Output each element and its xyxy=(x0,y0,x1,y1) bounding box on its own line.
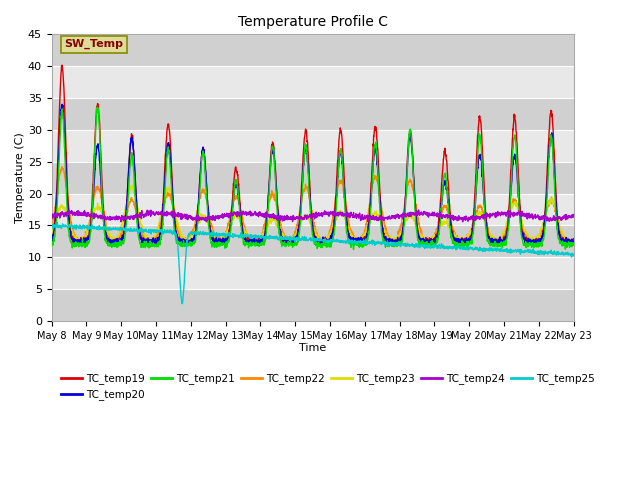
Title: Temperature Profile C: Temperature Profile C xyxy=(237,15,388,29)
Bar xyxy=(52,289,573,321)
Bar xyxy=(52,162,573,193)
Bar xyxy=(52,66,573,98)
X-axis label: Time: Time xyxy=(299,344,326,353)
Bar xyxy=(52,193,573,226)
Text: SW_Temp: SW_Temp xyxy=(65,39,124,49)
Legend: TC_temp19, TC_temp20, TC_temp21, TC_temp22, TC_temp23, TC_temp24, TC_temp25: TC_temp19, TC_temp20, TC_temp21, TC_temp… xyxy=(57,369,599,405)
Bar xyxy=(52,257,573,289)
Bar xyxy=(52,98,573,130)
Bar xyxy=(52,35,573,66)
Y-axis label: Temperature (C): Temperature (C) xyxy=(15,132,25,223)
Bar xyxy=(52,226,573,257)
Bar xyxy=(52,130,573,162)
